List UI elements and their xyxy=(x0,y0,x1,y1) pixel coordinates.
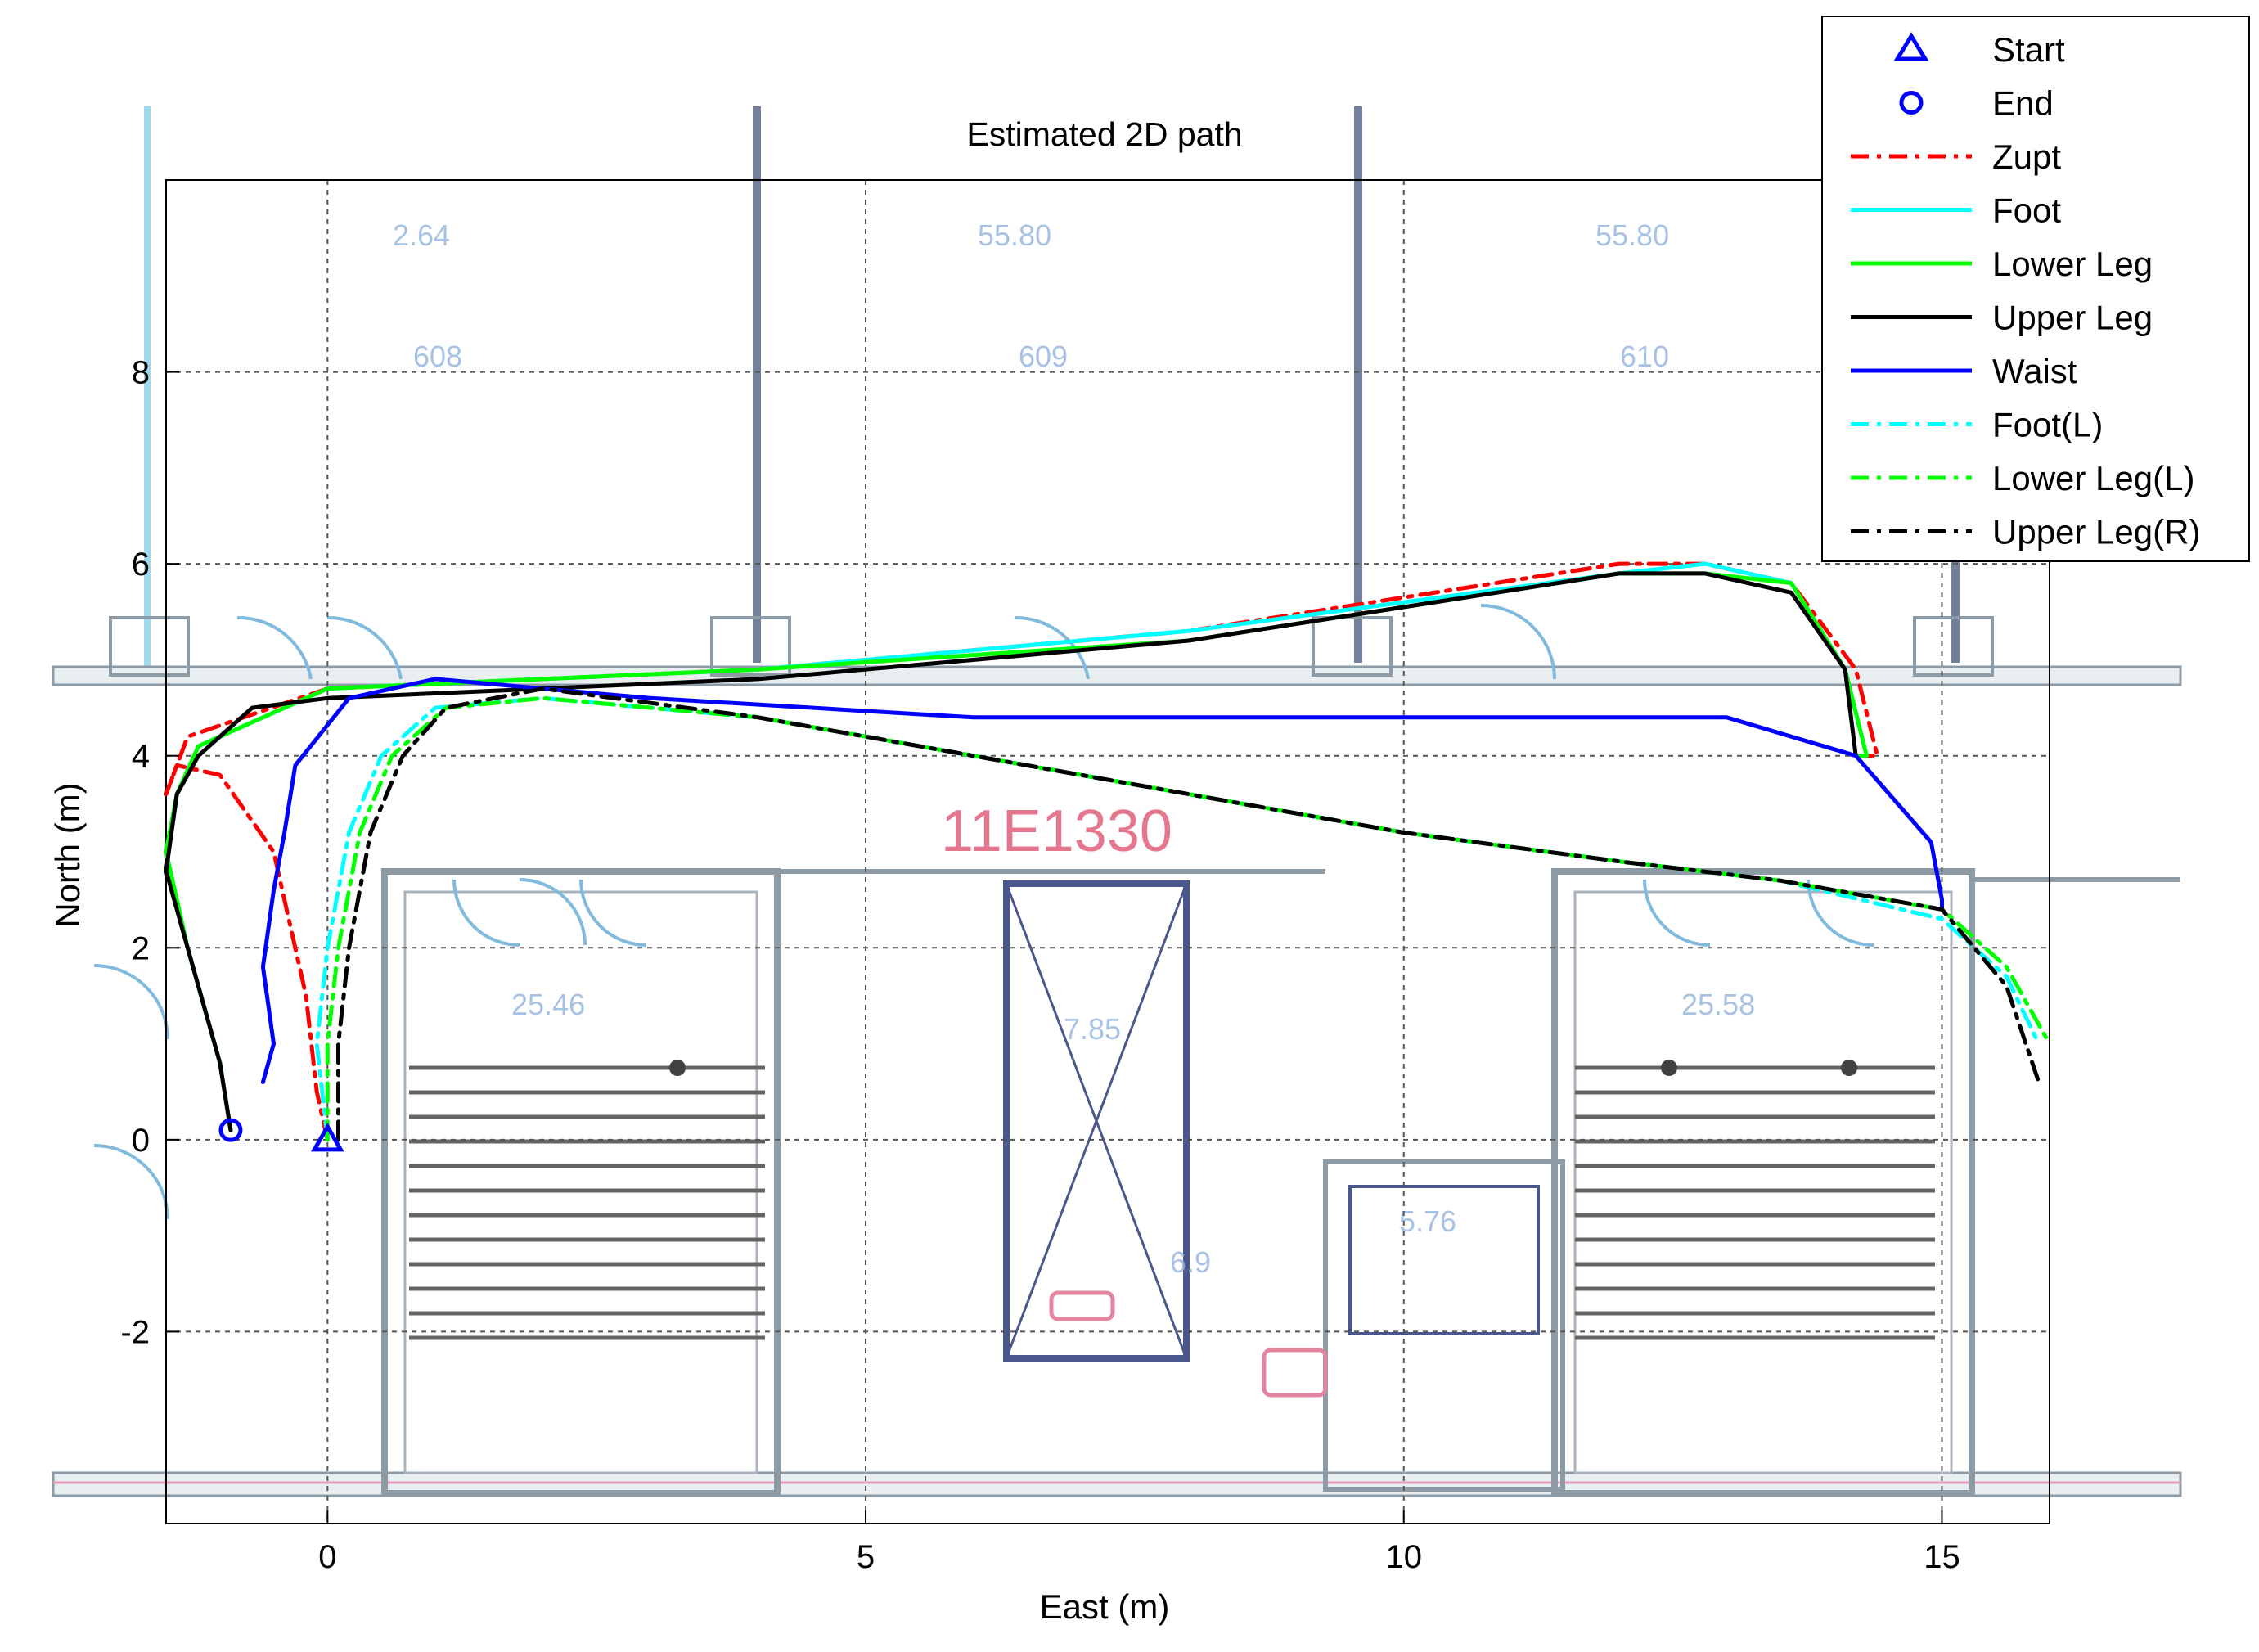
legend-label-lower-leg-l: Lower Leg(L) xyxy=(1992,459,2194,497)
chart-title: Estimated 2D path xyxy=(966,115,1242,153)
legend-swatch-end xyxy=(1899,91,1924,115)
floorplan-small-room-area: 6.9 xyxy=(1170,1245,1211,1279)
y-axis-ticks: -2 0 2 4 6 8 xyxy=(120,355,179,1350)
legend-label-start: Start xyxy=(1992,30,2065,69)
series-layer xyxy=(164,561,2052,1142)
legend-label-foot: Foot xyxy=(1992,191,2061,230)
end-marker xyxy=(218,1118,243,1142)
y-axis-label: North (m) xyxy=(48,782,87,927)
series-line-upper-leg-r xyxy=(336,686,2041,1142)
x-tick-label: 5 xyxy=(857,1539,875,1575)
x-tick-label: 0 xyxy=(318,1539,336,1575)
marker-layer xyxy=(218,1118,344,1152)
y-tick-label: 2 xyxy=(132,930,150,966)
series-line-upper-leg xyxy=(164,571,1858,1132)
floorplan-area-3: 55.80 xyxy=(1595,218,1669,252)
legend-label-waist: Waist xyxy=(1992,352,2077,390)
legend-label-foot-l: Foot(L) xyxy=(1992,406,2103,444)
floorplan-room-2: 609 xyxy=(1019,340,1068,373)
floorplan-room-code: 11E1330 xyxy=(941,799,1172,864)
y-tick-label: 4 xyxy=(132,739,150,775)
floorplan-elevator-area: 5.76 xyxy=(1399,1204,1456,1238)
y-tick-label: 8 xyxy=(132,355,150,391)
floorplan-area-2: 55.80 xyxy=(978,218,1051,252)
x-axis-ticks: 0 5 10 15 xyxy=(318,1510,1960,1575)
start-marker xyxy=(311,1122,344,1152)
legend-label-upper-leg-r: Upper Leg(R) xyxy=(1992,513,2200,551)
floorplan-room-1: 608 xyxy=(413,340,462,373)
grid-lines xyxy=(166,180,2050,1524)
legend-label-upper-leg: Upper Leg xyxy=(1992,299,2153,337)
y-tick-label: 0 xyxy=(132,1123,150,1159)
legend: Start End Zupt Foot Lower Leg Upper Leg Waist F… xyxy=(1821,16,2250,562)
floorplan-room-3: 610 xyxy=(1620,340,1669,373)
x-tick-label: 10 xyxy=(1385,1539,1422,1575)
legend-label-lower-leg: Lower Leg xyxy=(1992,245,2153,283)
legend-label-end: End xyxy=(1992,84,2054,123)
y-tick-label: -2 xyxy=(120,1314,150,1350)
floorplan-stair-1-area: 25.46 xyxy=(511,988,585,1021)
floorplan-area-1: 2.64 xyxy=(393,218,450,252)
legend-swatch-start xyxy=(1893,32,1929,61)
legend-label-zupt: Zupt xyxy=(1992,137,2061,176)
floor-plan-background: 2.64 55.80 55.80 608 609 610 25.46 25.58… xyxy=(52,106,2182,1497)
legend-items: Start End Zupt Foot Lower Leg Upper Leg Waist F… xyxy=(1851,30,2200,551)
y-tick-label: 6 xyxy=(132,547,150,583)
x-axis-label: East (m) xyxy=(1040,1587,1170,1626)
series-line-foot-l xyxy=(314,695,2041,1142)
x-tick-label: 15 xyxy=(1924,1539,1960,1575)
floorplan-stair-2-area: 25.58 xyxy=(1681,988,1755,1021)
floorplan-shaft-area: 7.85 xyxy=(1064,1012,1121,1046)
